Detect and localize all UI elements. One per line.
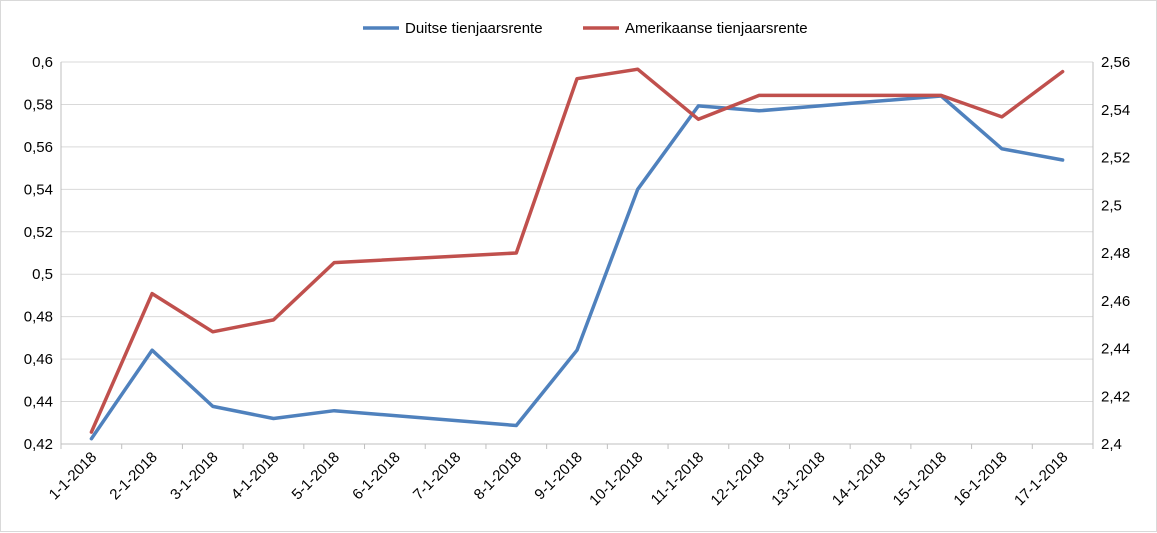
left-tick-label: 0,54 <box>24 181 53 198</box>
x-tick-label: 4-1-2018 <box>228 449 282 503</box>
x-tick-label: 17-1-2018 <box>1011 449 1071 509</box>
x-tick-label: 14-1-2018 <box>829 449 889 509</box>
x-tick-label: 10-1-2018 <box>586 449 646 509</box>
left-tick-label: 0,56 <box>24 139 53 156</box>
right-tick-label: 2,44 <box>1101 341 1130 358</box>
right-tick-label: 2,56 <box>1101 54 1130 71</box>
x-axis-ticks: 1-1-2018 2-1-2018 3-1-2018 4-1-2018 5-1-2018… <box>46 449 1072 509</box>
series-lines <box>89 67 1065 441</box>
x-tick-label: 3-1-2018 <box>167 449 221 503</box>
left-tick-label: 0,52 <box>24 224 53 241</box>
x-tick-label: 8-1-2018 <box>471 449 525 503</box>
x-tick-label: 2-1-2018 <box>106 449 160 503</box>
x-tick-label: 5-1-2018 <box>289 449 343 503</box>
left-tick-label: 0,6 <box>32 54 53 71</box>
left-tick-label: 0,44 <box>24 394 53 411</box>
right-tick-label: 2,46 <box>1101 293 1130 310</box>
right-tick-label: 2,54 <box>1101 102 1130 119</box>
left-tick-label: 0,48 <box>24 309 53 326</box>
x-tick-label: 9-1-2018 <box>531 449 585 503</box>
left-tick-label: 0,46 <box>24 351 53 368</box>
legend: Duitse tienjaarsrente Amerikaanse tienjaa… <box>363 20 808 37</box>
x-tick-label: 7-1-2018 <box>410 449 464 503</box>
left-axis-ticks: 0,42 0,44 0,46 0,48 0,5 0,52 0,54 0,56 0,58 0,6 <box>24 54 53 453</box>
x-tick-label: 1-1-2018 <box>46 449 100 503</box>
x-tick-label: 15-1-2018 <box>890 449 950 509</box>
right-tick-label: 2,52 <box>1101 150 1130 167</box>
x-tick-label: 12-1-2018 <box>708 449 768 509</box>
series-line <box>89 94 1065 441</box>
left-tick-label: 0,58 <box>24 96 53 113</box>
left-tick-label: 0,5 <box>32 266 53 283</box>
x-tick-label: 6-1-2018 <box>349 449 403 503</box>
right-tick-label: 2,5 <box>1101 197 1122 214</box>
right-tick-label: 2,4 <box>1101 436 1122 453</box>
x-tick-label: 11-1-2018 <box>648 449 708 509</box>
series-line <box>89 67 1065 434</box>
left-tick-label: 0,42 <box>24 436 53 453</box>
legend-label: Amerikaanse tienjaarsrente <box>625 20 808 37</box>
legend-label: Duitse tienjaarsrente <box>405 20 543 37</box>
right-axis-ticks: 2,4 2,42 2,44 2,46 2,48 2,5 2,52 2,54 2,56 <box>1101 54 1130 453</box>
x-tick-label: 13-1-2018 <box>768 449 828 509</box>
right-tick-label: 2,48 <box>1101 245 1130 262</box>
right-tick-label: 2,42 <box>1101 388 1130 405</box>
grid <box>60 61 1094 449</box>
x-tick-label: 16-1-2018 <box>950 449 1010 509</box>
